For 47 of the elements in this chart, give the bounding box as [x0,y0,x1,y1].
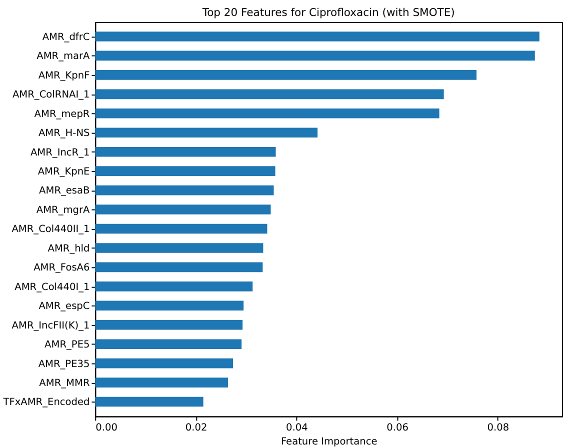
chart-title: Top 20 Features for Ciprofloxacin (with SMOTE) [201,6,455,20]
y-tick-label: AMR_dfrC [42,32,90,43]
x-axis-title: Feature Importance [280,436,378,447]
bar [95,358,234,368]
y-tick-label: AMR_PE5 [44,340,90,351]
bar [95,300,244,311]
bar [95,224,268,234]
y-tick-label: AMR_KpnF [38,70,90,82]
y-tick-label: TFxAMR_Encoded [2,397,90,408]
bar [95,70,477,80]
bar [95,320,243,330]
bar [95,378,228,388]
bar [95,282,253,292]
y-tick-label: AMR_IncFII(K)_1 [12,320,90,332]
x-tick-label: 0.08 [487,422,510,434]
bar [95,50,535,61]
bar [95,243,264,253]
bar [95,396,204,407]
y-tick-label: AMR_marA [36,51,90,62]
bar [95,32,540,42]
y-tick-label: AMR_mgrA [36,204,90,216]
y-tick-label: AMR_espC [38,301,90,312]
y-tick-label: AMR_H-NS [38,128,90,140]
y-tick-label: AMR_esaB [39,186,90,197]
y-tick-label: AMR_hld [48,243,90,254]
bar [95,146,276,157]
bar [95,262,263,272]
y-tick-label: AMR_Col440I_1 [14,282,90,293]
x-tick-label: 0.04 [286,422,308,434]
bar [95,128,318,138]
y-tick-label: AMR_Col440II_1 [12,224,90,236]
y-tick-label: AMR_MMR [39,378,90,389]
x-tick-label: 0.02 [185,422,208,434]
y-tick-label: AMR_mepR [34,108,90,120]
y-tick-label: AMR_FosA6 [34,262,90,274]
bar [95,89,444,100]
x-tick-label: 0.00 [96,422,118,434]
y-tick-label: AMR_PE35 [38,358,90,370]
x-tick-label: 0.06 [386,422,408,434]
bar [95,166,276,176]
y-tick-label: AMR_ColRNAI_1 [12,90,90,101]
y-tick-label: AMR_KpnE [38,166,90,178]
y-tick-label: AMR_IncR_1 [30,147,90,158]
bar [95,185,274,196]
bar [95,108,440,118]
bar [95,204,271,214]
bar [95,339,242,350]
